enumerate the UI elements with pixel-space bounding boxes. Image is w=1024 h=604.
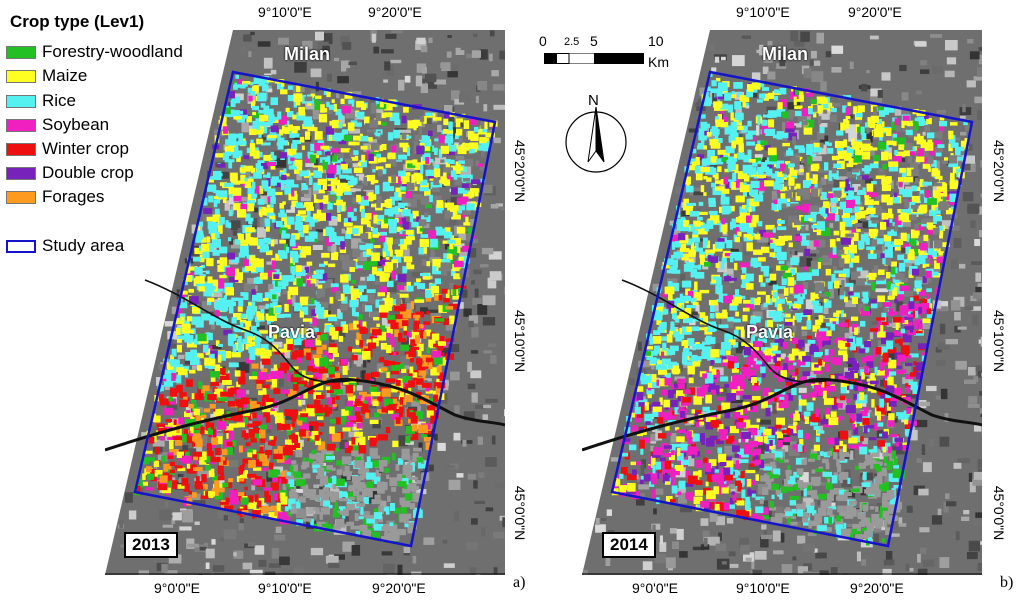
panel-label-a: a) [513,574,526,591]
study-area-outline [610,70,974,548]
right-coord-label: 45°20'0"N [512,139,528,203]
crop-classification [611,73,972,546]
city-label-milan: Milan [762,44,809,64]
panel-label-b: b) [1000,574,1014,591]
river-po [582,377,982,452]
legend-swatch [6,94,36,108]
city-label-pavia: Pavia [746,322,794,342]
bottom-coord-label: 9°20'0"E [372,580,426,596]
map-2013 [105,30,505,575]
legend-swatch [6,118,36,132]
legend-swatch [6,166,36,180]
river-ticino [621,279,833,383]
city-label-milan: Milan [284,44,331,64]
legend-label: Double crop [42,163,134,182]
legend-label: Soybean [42,115,110,134]
legend-item: Forestry-woodland [6,42,183,62]
scale-tick-label: 10 [648,33,664,49]
right-coord-label: 45°0'0"N [512,485,528,541]
right-coord-label: 45°10'0"N [991,309,1007,373]
top-coord-label: 9°10'0"E [736,4,790,20]
legend-label: Study area [42,236,125,255]
legend-swatch [6,142,36,156]
legend-title: Crop type (Lev1) [10,12,145,31]
year-label: 2014 [602,532,656,558]
scale-tick-label: 2.5 [564,36,580,48]
crop-classification [134,74,498,544]
legend-item: Rice [6,91,76,111]
legend-label: Rice [42,91,77,110]
legend-item: Maize [6,66,87,86]
legend-item-study-area: Study area [6,236,124,256]
bottom-coord-label: 9°20'0"E [850,580,904,596]
city-label-pavia: Pavia [268,322,316,342]
north-arrow-icon [561,94,631,180]
top-coord-label: 9°20'0"E [368,4,422,20]
legend-item: Soybean [6,115,109,135]
legend-item: Forages [6,187,104,207]
map-2014 [582,30,982,575]
right-coord-label: 45°0'0"N [991,485,1007,541]
legend-item: Winter crop [6,139,129,159]
study-area-outline [133,70,497,548]
bottom-coord-label: 9°10'0"E [258,580,312,596]
legend-label: Forestry-woodland [42,42,183,61]
scale-bar [544,53,644,65]
bottom-coord-label: 9°10'0"E [736,580,790,596]
right-coord-label: 45°10'0"N [512,309,528,373]
legend-label: Forages [42,187,105,206]
river-po [105,377,505,452]
year-label: 2013 [124,532,178,558]
legend-swatch [6,190,36,204]
bottom-coord-label: 9°0'0"E [632,580,678,596]
legend-swatch [6,45,36,59]
right-coord-label: 45°20'0"N [991,139,1007,203]
legend-swatch [6,69,36,83]
legend-label: Maize [42,66,88,85]
legend-item: Double crop [6,163,134,183]
top-coord-label: 9°10'0"E [258,4,312,20]
top-coord-label: 9°20'0"E [848,4,902,20]
scale-tick-label: 5 [590,33,598,49]
river-ticino [144,279,356,383]
scale-tick-label: 0 [539,33,547,49]
legend-swatch [6,239,36,253]
bottom-coord-label: 9°0'0"E [154,580,200,596]
scale-unit: Km [648,54,669,70]
north-label: N [588,92,599,109]
legend-label: Winter crop [42,139,129,158]
